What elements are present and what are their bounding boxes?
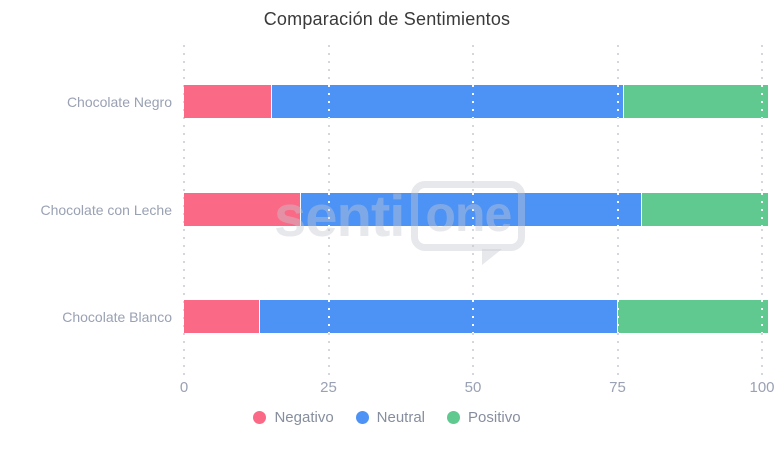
- bar-gridline-overlay: [472, 193, 474, 226]
- chart-title: Comparación de Sentimientos: [263, 9, 511, 29]
- bar-segment-negativo[interactable]: [184, 193, 300, 226]
- y-axis-label: Chocolate Blanco: [62, 308, 172, 325]
- bar-gridline-overlay: [472, 85, 474, 118]
- x-tick-label-100: 100: [749, 379, 774, 396]
- bar-segment-positivo[interactable]: [617, 300, 768, 333]
- legend-label: Positivo: [468, 409, 521, 426]
- legend: Negativo Neutral Positivo: [0, 409, 774, 426]
- bar-gridline-overlay: [616, 193, 619, 226]
- y-axis-label: Chocolate con Leche: [40, 201, 172, 218]
- x-tick-label-75: 75: [609, 379, 626, 396]
- legend-item-negativo[interactable]: Negativo: [253, 409, 334, 426]
- bar-row: [184, 193, 768, 226]
- bar-gridline-overlay: [327, 193, 330, 226]
- legend-dot-neutral: [355, 411, 369, 424]
- legend-dot-positivo: [447, 411, 461, 424]
- bar-gridline-overlay: [327, 300, 330, 333]
- bar-segment-neutral[interactable]: [259, 300, 618, 333]
- bar-gridline-overlay: [472, 300, 474, 333]
- legend-label: Negativo: [274, 409, 334, 426]
- bar-gridline-overlay: [761, 193, 763, 226]
- bar-gridline-overlay: [327, 85, 330, 118]
- bar-gridline-overlay: [761, 300, 763, 333]
- bar-gridline-overlay: [616, 300, 619, 333]
- x-tick-label-25: 25: [320, 379, 337, 396]
- x-tick-label-50: 50: [464, 379, 482, 396]
- bar-segment-positivo[interactable]: [640, 193, 768, 226]
- plot-area: [183, 45, 774, 375]
- bar-row: [184, 300, 768, 333]
- bar-gridline-overlay: [761, 85, 763, 118]
- bar-gridline-overlay: [616, 85, 619, 118]
- y-axis-label: Chocolate Negro: [66, 93, 172, 110]
- bar-row: [184, 85, 768, 118]
- bar-segment-positivo[interactable]: [623, 85, 768, 118]
- legend-label: Neutral: [376, 409, 426, 426]
- legend-item-neutral[interactable]: Neutral: [355, 409, 426, 426]
- bar-segment-neutral[interactable]: [299, 193, 641, 226]
- bar-segment-negativo[interactable]: [184, 300, 260, 333]
- x-tick-label-0: 0: [179, 379, 189, 396]
- legend-dot-negativo: [253, 411, 267, 424]
- legend-item-positivo[interactable]: Positivo: [447, 409, 521, 426]
- bar-segment-neutral[interactable]: [270, 85, 624, 118]
- bar-segment-negativo[interactable]: [184, 85, 271, 118]
